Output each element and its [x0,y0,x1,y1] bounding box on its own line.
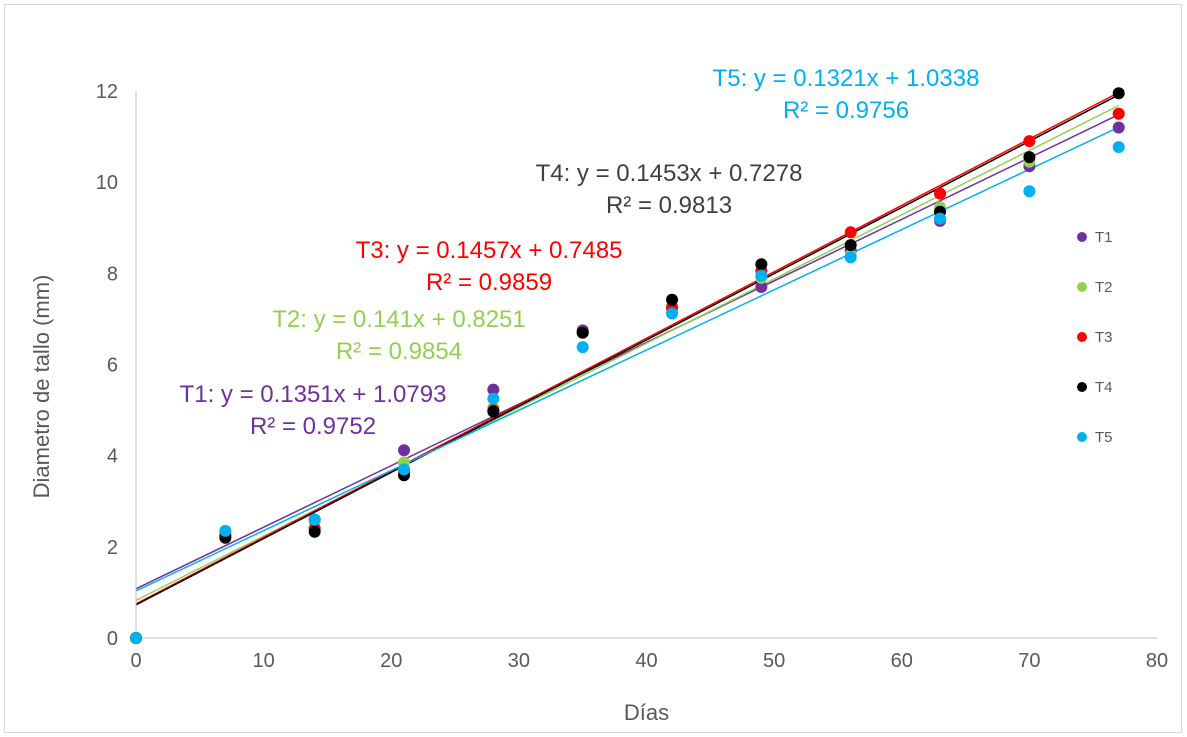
point-t3-8 [845,226,857,238]
point-t4-4 [487,405,499,417]
r2-t2: R² = 0.9854 [336,338,462,365]
point-t3-11 [1113,108,1125,120]
point-t4-2 [309,526,321,538]
y-tick-label-3: 6 [107,355,118,377]
legend-marker-t1 [1077,232,1087,242]
y-tick-label-6: 12 [96,81,118,103]
x-tick-label-2: 20 [380,650,402,672]
x-tick-label-5: 50 [763,650,785,672]
point-t1-3 [398,444,410,456]
chart-svg: 0 10 20 30 40 50 60 70 80 0 2 4 6 8 10 12 Días Diametr… [5,5,1183,734]
point-t5-4 [487,393,499,405]
legend: T1 T2 T3 T4 T5 [1077,229,1113,446]
equation-t5: T5: y = 0.1321x + 1.0338 [713,65,980,92]
y-tick-labels: 0 2 4 6 8 10 12 [96,81,118,650]
legend-label-t2: T2 [1095,279,1113,296]
point-t5-1 [219,525,231,537]
y-axis-title: Diametro de tallo (mm) [29,275,54,499]
point-t5-11 [1113,141,1125,153]
x-axis-title: Días [624,700,669,725]
y-tick-label-0: 0 [107,628,118,650]
legend-label-t3: T3 [1095,329,1113,346]
legend-marker-t2 [1077,282,1087,292]
r2-t3: R² = 0.9859 [426,269,552,296]
legend-marker-t5 [1077,432,1087,442]
point-t5-3 [398,463,410,475]
point-t5-8 [845,251,857,263]
point-t5-7 [755,270,767,282]
point-t4-8 [845,239,857,251]
equation-t3: T3: y = 0.1457x + 0.7485 [356,237,623,264]
legend-marker-t3 [1077,332,1087,342]
point-t5-10 [1023,185,1035,197]
y-tick-label-5: 10 [96,172,118,194]
legend-label-t5: T5 [1095,429,1113,446]
point-t4-7 [755,258,767,270]
x-tick-label-1: 10 [253,650,275,672]
r2-t4: R² = 0.9813 [606,192,732,219]
trendline-equations: T1: y = 0.1351x + 1.0793 R² = 0.9752 T2: y… [180,65,980,440]
point-t5-0 [130,632,142,644]
point-t5-9 [934,213,946,225]
legend-label-t1: T1 [1095,229,1113,246]
y-tick-label-1: 2 [107,537,118,559]
point-t4-10 [1023,151,1035,163]
point-t1-11 [1113,121,1125,133]
r2-t1: R² = 0.9752 [250,413,376,440]
y-tick-label-2: 4 [107,446,118,468]
x-tick-label-7: 70 [1018,650,1040,672]
point-t5-2 [309,513,321,525]
y-tick-label-4: 8 [107,263,118,285]
point-t5-6 [666,307,678,319]
point-t4-6 [666,294,678,306]
equation-t4: T4: y = 0.1453x + 0.7278 [536,160,803,187]
legend-marker-t4 [1077,382,1087,392]
equation-t2: T2: y = 0.141x + 0.8251 [272,306,526,333]
point-t4-11 [1113,87,1125,99]
point-t3-9 [934,188,946,200]
point-t4-5 [577,327,589,339]
x-tick-label-0: 0 [130,650,141,672]
x-tick-label-4: 40 [635,650,657,672]
x-tick-label-6: 60 [891,650,913,672]
r2-t5: R² = 0.9756 [783,97,909,124]
point-t3-10 [1023,135,1035,147]
point-t5-5 [577,341,589,353]
equation-t1: T1: y = 0.1351x + 1.0793 [180,381,447,408]
x-tick-label-8: 80 [1146,650,1168,672]
chart-frame: 0 10 20 30 40 50 60 70 80 0 2 4 6 8 10 12 Días Diametr… [4,4,1182,733]
x-tick-label-3: 30 [508,650,530,672]
legend-label-t4: T4 [1095,379,1113,396]
x-tick-labels: 0 10 20 30 40 50 60 70 80 [130,650,1168,672]
